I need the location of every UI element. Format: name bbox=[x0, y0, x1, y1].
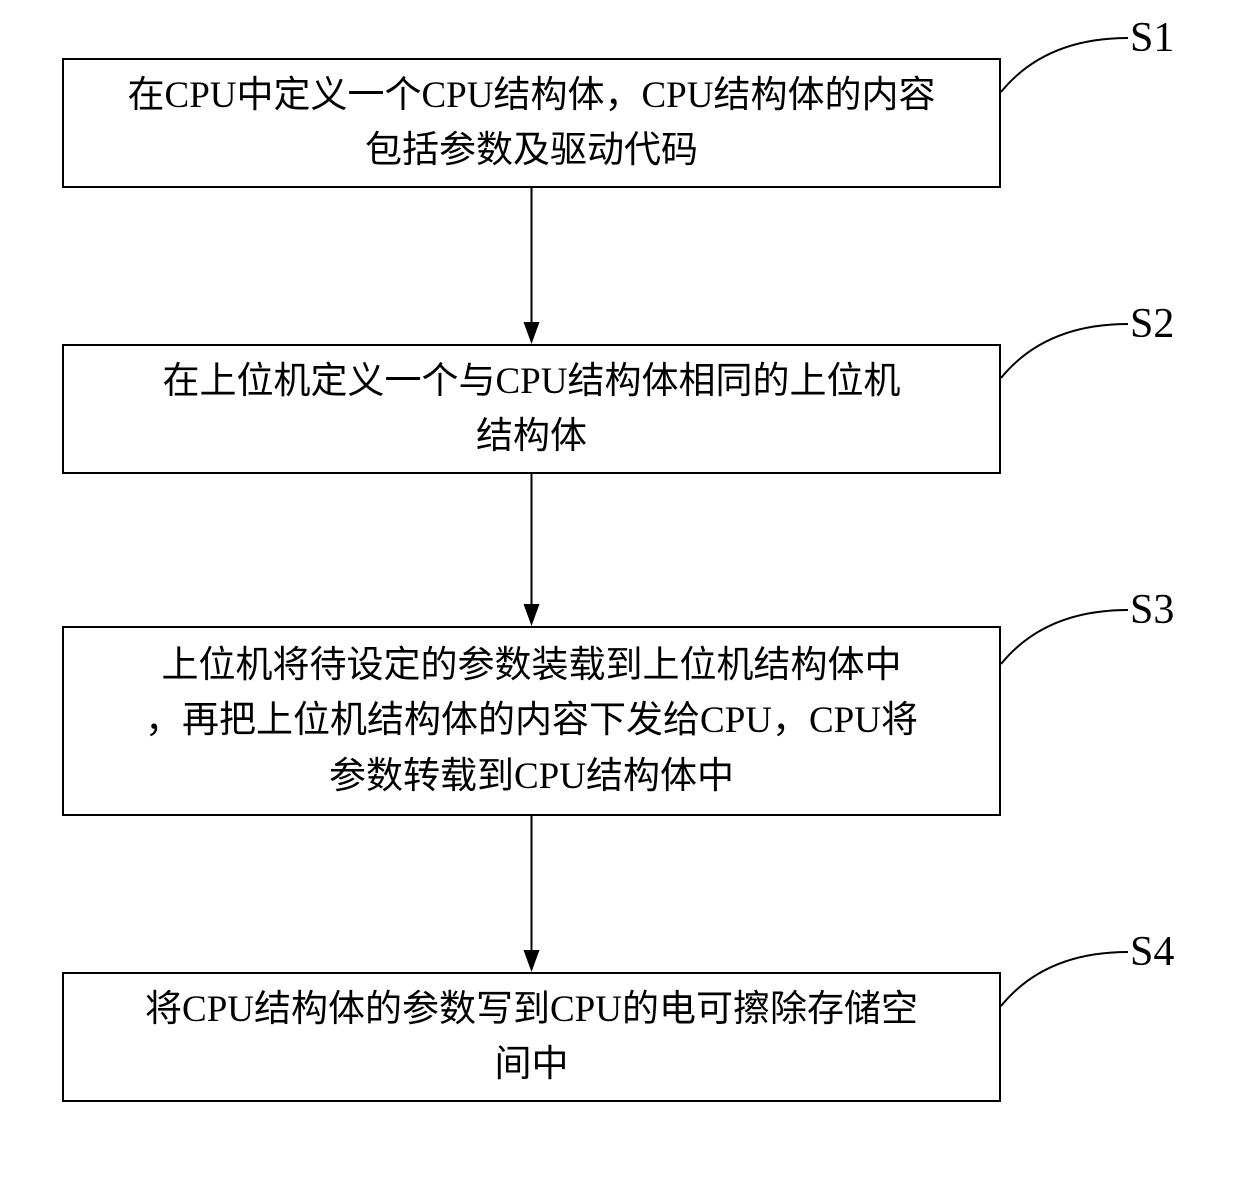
flowchart-canvas: 在CPU中定义一个CPU结构体，CPU结构体的内容包括参数及驱动代码 在上位机定… bbox=[0, 0, 1240, 1179]
connectors-svg bbox=[0, 0, 1240, 1179]
